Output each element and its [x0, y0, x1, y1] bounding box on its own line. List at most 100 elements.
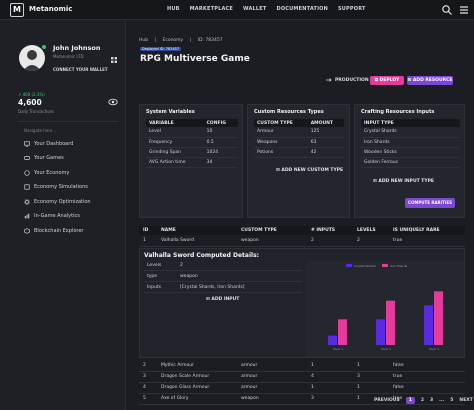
column-header: NAME: [157, 226, 237, 235]
table-row[interactable]: Armour 125: [254, 127, 344, 138]
sidebar-item-label: Economy Simulations: [34, 183, 88, 190]
plus-icon: ⊞: [407, 78, 413, 83]
chart-bar[interactable]: [386, 300, 395, 345]
sidebar-item-label: Blockchain Explorer: [34, 227, 84, 234]
plus-icon: ⊞: [373, 179, 379, 184]
add-input-type-label: ADD NEW INPUT TYPE: [378, 179, 434, 184]
cell: Armour: [254, 127, 308, 138]
breadcrumb-hub[interactable]: Hub: [139, 38, 149, 43]
system-variables-table: VARIABLE CONFIG Level 10 Frequency 0.5 Grin…: [146, 119, 238, 168]
sidebar-item-analytics[interactable]: In-Game Analytics: [24, 211, 80, 220]
cell: 34: [203, 157, 238, 168]
breadcrumb-economy[interactable]: Economy: [162, 38, 184, 43]
detail-field-levels: Levels 2: [144, 261, 302, 271]
column-header: LEVELS: [353, 226, 389, 235]
production-label: PRODUCTION: [335, 77, 369, 83]
user-name: John Johnson: [53, 44, 101, 52]
pagination-page-3[interactable]: 3: [430, 398, 434, 403]
grid-icon[interactable]: [110, 56, 118, 64]
sidebar-item-optimization[interactable]: Economy Optimization: [24, 197, 91, 206]
cell: armour: [237, 371, 307, 383]
deploy-button[interactable]: ⧉ DEPLOY: [370, 76, 404, 85]
table-row[interactable]: Wooden Sticks: [361, 147, 460, 158]
table-row[interactable]: Crystal Shards: [361, 127, 460, 138]
menu-icon[interactable]: [458, 4, 470, 16]
sidebar-item-dashboard[interactable]: Your Dashboard: [24, 139, 73, 148]
cell: 4: [139, 382, 157, 394]
table-row[interactable]: 5 Axe of Glory weapon 3 1 true: [139, 393, 465, 405]
sidebar-divider: [18, 121, 118, 122]
table-row[interactable]: 2 Mythic Armour armour 1 1 false: [139, 360, 465, 372]
pagination-next[interactable]: NEXT: [459, 398, 473, 403]
column-header: CUSTOM TYPE: [237, 226, 307, 235]
table-row[interactable]: Level 10: [146, 127, 238, 138]
cell: 2: [139, 360, 157, 372]
pagination-page-2[interactable]: 2: [420, 398, 424, 403]
connect-wallet-link[interactable]: CONNECT YOUR WALLET: [53, 67, 108, 72]
chart-bar[interactable]: [424, 305, 433, 345]
table-row[interactable]: 4 Dragon Glass Armour armour 1 1 false: [139, 382, 465, 394]
avatar[interactable]: [19, 45, 45, 71]
cell: 2: [307, 235, 353, 247]
custom-resources-panel: Custom Resources Types CUSTOM TYPE AMOUNT…: [247, 104, 350, 218]
cell: Frequency: [146, 137, 204, 148]
cell: 1: [307, 382, 353, 394]
table-row[interactable]: Iron Shards: [361, 137, 460, 148]
breadcrumb-separator: |: [154, 38, 157, 43]
pagination-page-5[interactable]: 5: [450, 398, 454, 403]
x-tick-label: level 3: [429, 347, 439, 351]
chart-bar[interactable]: [376, 319, 385, 345]
cell: Wooden Sticks: [361, 147, 460, 158]
items-table: ID NAME CUSTOM TYPE # INPUTS LEVELS IS U…: [139, 226, 465, 247]
table-row[interactable]: 3 Dragon Scale Armour armour 4 3 true: [139, 371, 465, 383]
nav-support[interactable]: SUPPORT: [337, 6, 366, 12]
chart-bar[interactable]: [338, 319, 347, 345]
sidebar-item-simulations[interactable]: Economy Simulations: [24, 182, 88, 191]
detail-field-type: type weapon: [144, 272, 302, 282]
compute-rarities-button[interactable]: COMPUTE RARITIES: [405, 198, 455, 208]
user-portrait-icon: [23, 50, 41, 71]
column-header: ID: [139, 226, 157, 235]
cell: Weapons: [254, 137, 308, 148]
table-row[interactable]: Frequency 0.5: [146, 137, 238, 148]
pagination-previous[interactable]: PREVIOUS: [374, 398, 400, 403]
cube-icon: [24, 227, 30, 234]
nav-wallet[interactable]: WALLET: [242, 6, 267, 12]
table-row[interactable]: Golden Ferrous: [361, 157, 460, 168]
deploy-label: DEPLOY: [379, 78, 400, 83]
cell: 1: [139, 235, 157, 247]
main-nav: HUB MARKETPLACE WALLET DOCUMENTATION SUP…: [167, 6, 374, 12]
items-table-continued: 2 Mythic Armour armour 1 1 false 3 Drago…: [139, 360, 465, 405]
breadcrumb-separator: |: [189, 38, 192, 43]
table-row[interactable]: 1 Valhalla Sword weapon 2 2 true: [139, 235, 465, 247]
table-row[interactable]: AVG Action time 34: [146, 157, 238, 168]
nav-documentation[interactable]: DOCUMENTATION: [276, 6, 329, 12]
nav-hub[interactable]: HUB: [167, 6, 180, 12]
cell: Level: [146, 127, 204, 138]
legend-swatch: [382, 264, 388, 267]
system-variables-title: System Variables: [146, 109, 195, 115]
add-input-button[interactable]: ⊞ ADD INPUT: [206, 297, 239, 302]
search-icon[interactable]: [441, 4, 453, 16]
pagination-ellipsis: ...: [439, 398, 445, 403]
sidebar-item-label: Economy Optimization: [34, 198, 91, 205]
add-resource-button[interactable]: ⊞ ADD RESOURCE: [407, 76, 453, 85]
sidebar-item-economy[interactable]: Your Economy: [24, 168, 69, 177]
sidebar-item-games[interactable]: Your Games: [24, 153, 64, 162]
chart-bar[interactable]: [328, 335, 337, 345]
production-toggle[interactable]: PRODUCTION: [325, 77, 369, 83]
add-input-type-button[interactable]: ⊞ ADD NEW INPUT TYPE: [373, 179, 434, 184]
cell: 5: [139, 393, 157, 405]
table-row[interactable]: Grinding Span 1024: [146, 147, 238, 158]
transactions-value: 4,600: [18, 98, 42, 107]
table-row[interactable]: Potions 42: [254, 147, 344, 158]
nav-marketplace[interactable]: MARKETPLACE: [189, 6, 234, 12]
add-custom-type-button[interactable]: ⊞ ADD NEW CUSTOM TYPE: [276, 168, 343, 173]
cell: armour: [237, 360, 307, 372]
table-row[interactable]: Weapons 63: [254, 137, 344, 148]
sidebar-item-blockchain[interactable]: Blockchain Explorer: [24, 226, 83, 235]
cell: 1: [353, 393, 389, 405]
pagination-page-1[interactable]: 1: [405, 397, 415, 404]
chart-bar[interactable]: [434, 291, 443, 345]
eye-icon[interactable]: [108, 98, 118, 106]
